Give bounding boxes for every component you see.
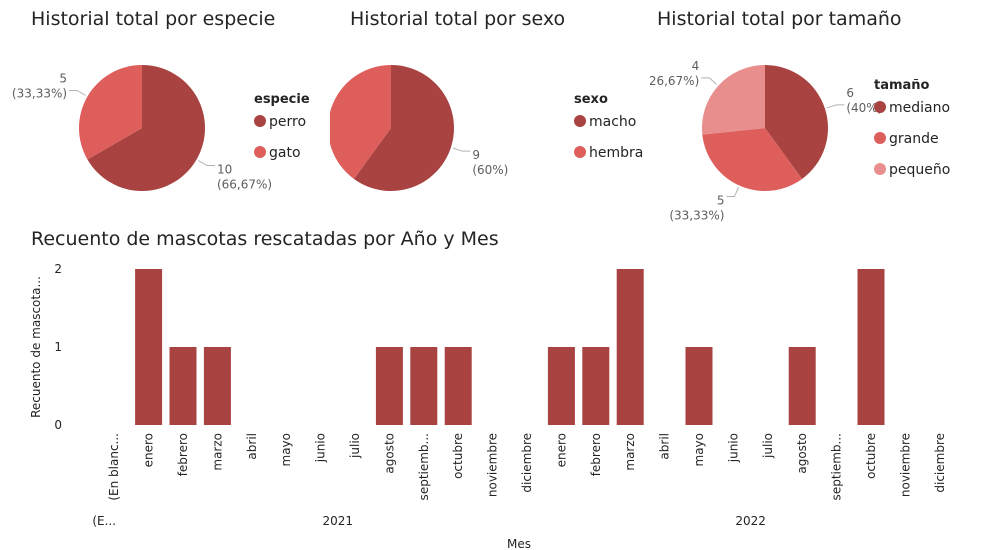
data-label-value: 9: [472, 148, 480, 162]
x-tick-label-month: febrero: [176, 433, 190, 476]
legend-marker-mediano[interactable]: [874, 101, 886, 113]
x-tick-label-year: (E...: [92, 514, 116, 528]
x-axis-title: Mes: [507, 537, 531, 550]
pie-title-tamano: Historial total por tamaño: [657, 8, 902, 30]
data-label-leader: [69, 90, 86, 96]
data-label-value: 10: [217, 163, 232, 177]
pie-chart-especie[interactable]: 10(66,67%) 5(33,33%) especie perro gato: [0, 0, 330, 225]
data-label-leader: [198, 160, 215, 166]
legend-item-perro[interactable]: perro: [269, 114, 306, 130]
bar[interactable]: [685, 347, 713, 425]
data-label-value: 5: [59, 72, 67, 86]
legend-marker-perro[interactable]: [254, 115, 266, 127]
x-tick-label-month: (En blanc...: [107, 433, 121, 501]
y-tick-label: 2: [54, 262, 62, 276]
x-tick-label-month: marzo: [623, 433, 637, 471]
data-label-percent: (33,33%): [12, 87, 67, 101]
legend-marker-grande[interactable]: [874, 132, 886, 144]
x-tick-label-month: febrero: [589, 433, 603, 476]
bar[interactable]: [203, 347, 231, 425]
x-tick-label-month: noviembre: [898, 433, 912, 497]
data-label-value: 4: [692, 59, 700, 73]
x-tick-label-month: septiemb...: [830, 433, 844, 500]
x-tick-label-month: noviembre: [486, 433, 500, 497]
pie-slice-mediano[interactable]: [765, 65, 828, 179]
data-label-leader: [826, 104, 845, 109]
pie-title-especie: Historial total por especie: [31, 8, 276, 30]
bar[interactable]: [788, 347, 816, 425]
bar-chart-title: Recuento de mascotas rescatadas por Año …: [31, 228, 499, 250]
x-tick-label-month: abril: [245, 433, 259, 460]
legend-marker-hembra[interactable]: [574, 146, 586, 158]
legend-item-gato[interactable]: gato: [269, 145, 301, 161]
legend-item-grande[interactable]: grande: [889, 131, 939, 147]
data-label-percent: (33,33%): [669, 209, 724, 223]
x-tick-label-month: marzo: [210, 433, 224, 471]
pie-slice-perro[interactable]: [87, 65, 205, 191]
pie-panel-especie: Historial total por especie 10 (66,67%) 5(…: [0, 0, 330, 225]
pie-slice-macho[interactable]: [353, 65, 454, 192]
y-tick-label: 1: [54, 340, 62, 354]
bar-chart[interactable]: 0 1 2 Recuento de mascota... (En blanc... ene…: [0, 225, 984, 550]
pie-slice-pequeño[interactable]: [702, 65, 765, 135]
x-tick-label-month: julio: [761, 433, 775, 459]
data-label-percent: (40%): [846, 101, 882, 115]
y-axis-title: Recuento de mascota...: [29, 276, 43, 418]
data-label-value: 5: [717, 194, 725, 208]
x-tick-label-month: enero: [142, 433, 156, 467]
pie-panel-tamano: Historial total por tamaño 6 (40%) 5 (33,33…: [650, 0, 984, 225]
legend-title: sexo: [574, 92, 608, 107]
x-tick-label-month: octubre: [451, 433, 465, 479]
data-label-percent: (60%): [472, 163, 508, 177]
legend-item-macho[interactable]: macho: [589, 114, 636, 130]
data-label-leader: [452, 147, 471, 152]
data-label-leader: [701, 77, 718, 85]
x-tick-label-month: diciembre: [933, 433, 947, 493]
pie-panel-sexo: Historial total por sexo 9(60%)6(40%)sex…: [330, 0, 650, 225]
x-tick-label-month: mayo: [692, 433, 706, 467]
bar[interactable]: [135, 269, 163, 425]
data-label-leader: [726, 187, 740, 198]
bar[interactable]: [410, 347, 438, 425]
x-tick-label-month: octubre: [864, 433, 878, 479]
x-tick-label-month: diciembre: [520, 433, 534, 493]
bar[interactable]: [169, 347, 197, 425]
x-tick-label-month: julio: [348, 433, 362, 459]
legend-item-mediano[interactable]: mediano: [889, 100, 950, 116]
x-tick-label-month: enero: [554, 433, 568, 467]
x-tick-label-month: mayo: [279, 433, 293, 467]
pie-slice-hembra[interactable]: [330, 65, 391, 179]
legend-marker-macho[interactable]: [574, 115, 586, 127]
pie-title-sexo: Historial total por sexo: [350, 8, 566, 30]
bar[interactable]: [444, 347, 472, 425]
legend-marker-gato[interactable]: [254, 146, 266, 158]
data-label-percent: (26,67%): [650, 74, 699, 88]
x-tick-label-month: junio: [726, 433, 740, 463]
legend-item-hembra[interactable]: hembra: [589, 145, 643, 161]
bar[interactable]: [857, 269, 885, 425]
bar[interactable]: [582, 347, 610, 425]
bar[interactable]: [547, 347, 575, 425]
bar-chart-panel: Recuento de mascotas rescatadas por Año …: [0, 225, 984, 550]
bar[interactable]: [375, 347, 403, 425]
pie-slice-gato[interactable]: [79, 65, 142, 160]
pie-chart-tamano[interactable]: 6(40%) 5(33,33%) 4(26,67%) tamaño mediano gra…: [650, 0, 984, 225]
legend-item-pequeño[interactable]: pequeño: [889, 162, 950, 178]
x-tick-label-month: septiemb...: [417, 433, 431, 500]
x-tick-label-month: abril: [658, 433, 672, 460]
data-label-percent: (66,67%): [217, 178, 272, 192]
x-tick-label-month: agosto: [795, 433, 809, 474]
x-tick-label-month: junio: [314, 433, 328, 463]
y-tick-label: 0: [54, 418, 62, 432]
data-label-value: 6: [846, 86, 854, 100]
bar[interactable]: [616, 269, 644, 425]
legend-title: especie: [254, 92, 310, 107]
pie-slice-grande[interactable]: [702, 128, 803, 191]
legend-title: tamaño: [874, 78, 930, 93]
legend-marker-pequeño[interactable]: [874, 163, 886, 175]
x-tick-label-year: 2022: [735, 514, 766, 528]
x-tick-label-year: 2021: [323, 514, 354, 528]
x-tick-label-month: agosto: [382, 433, 396, 474]
